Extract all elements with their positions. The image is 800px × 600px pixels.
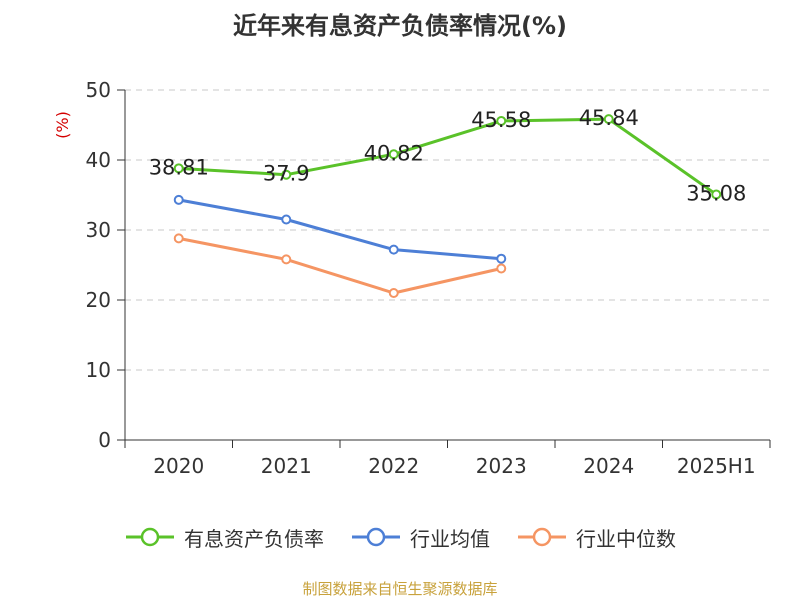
legend-item[interactable]: 行业均值 [350, 523, 490, 552]
data-labels: 38.81 37.9 40.82 45.58 45.84 35.08 [149, 106, 747, 205]
data-point [711, 189, 722, 200]
y-tick-label: 30 [86, 218, 111, 242]
legend-label: 有息资产负债率 [184, 526, 324, 551]
x-tick-label: 2025H1 [677, 454, 756, 478]
legend-swatch-icon [126, 527, 174, 547]
data-label: 45.58 [471, 108, 531, 132]
data-point [496, 263, 507, 274]
series-line [178, 198, 502, 261]
series-line [178, 117, 718, 196]
y-tick-label: 10 [86, 358, 111, 382]
y-axis-label: (%) [53, 111, 72, 139]
data-point [496, 115, 507, 126]
data-label: 38.81 [149, 155, 209, 179]
y-tick-label: 0 [98, 428, 111, 452]
data-point [281, 214, 292, 225]
legend-item[interactable]: 行业中位数 [516, 523, 676, 552]
axes: 0 10 20 30 40 50 2020 2021 2022 2023 2024 2025H1 (%) [53, 78, 771, 478]
legend-item[interactable]: 有息资产负债率 [124, 523, 324, 552]
data-point [173, 163, 184, 174]
data-point [173, 194, 184, 205]
data-label: 37.9 [263, 162, 310, 186]
data-point [388, 149, 399, 160]
series-line [178, 236, 502, 295]
data-label: 35.08 [686, 181, 746, 205]
legend-label: 行业中位数 [576, 526, 676, 551]
data-point [173, 233, 184, 244]
x-tick-label: 2020 [153, 454, 204, 478]
chart-title: 近年来有息资产负债率情况(%) [233, 12, 567, 40]
data-point [388, 244, 399, 255]
data-point [388, 288, 399, 298]
gridlines [125, 89, 770, 371]
data-point [603, 114, 614, 125]
legend-swatch-icon [518, 527, 566, 547]
x-tick-label: 2023 [476, 454, 527, 478]
x-tick-label: 2022 [368, 454, 419, 478]
data-label: 45.84 [579, 106, 639, 130]
y-tick-label: 50 [86, 78, 111, 102]
legend-swatch-icon [352, 527, 400, 547]
x-tick-label: 2024 [583, 454, 634, 478]
x-tick-label: 2021 [261, 454, 312, 478]
source-note: 制图数据来自恒生聚源数据库 [302, 580, 498, 598]
data-point [496, 253, 507, 264]
y-tick-label: 20 [86, 288, 111, 312]
data-point [281, 169, 292, 180]
data-point [281, 254, 292, 265]
legend-label: 行业均值 [410, 526, 490, 551]
legend: 有息资产负债率 行业均值 行业中位数 [0, 520, 800, 554]
y-tick-label: 40 [86, 148, 111, 172]
series-lines [173, 114, 722, 298]
data-label: 40.82 [364, 141, 424, 165]
